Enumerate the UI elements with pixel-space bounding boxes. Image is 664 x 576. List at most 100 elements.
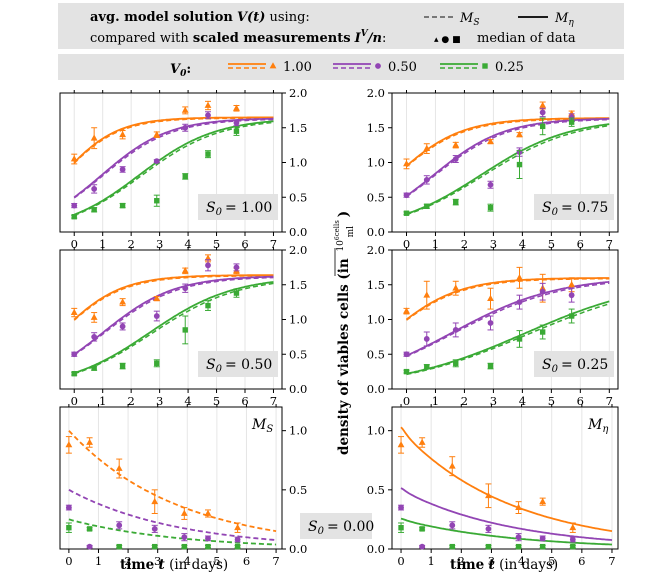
v0-legend-marker-1 — [375, 63, 381, 69]
data-point-0.50-6 — [569, 536, 576, 543]
legend-line1-symbol: V(t) — [237, 10, 265, 25]
x-tick-label-7: 7 — [606, 237, 613, 251]
x-axis-label-right-rest: (in days) — [499, 557, 558, 573]
data-point-0.50-0 — [398, 504, 404, 511]
legend-line2: compared with scaled measurements IV/n: — [90, 29, 386, 46]
curve-solid-0.25 — [400, 517, 612, 546]
data-point-0.25-5 — [205, 151, 211, 157]
x-tick-label-1: 1 — [95, 554, 102, 568]
data-point-0.50-4 — [181, 534, 188, 541]
legend-line2-bold: scaled measurements — [193, 31, 351, 46]
x-tick-label-5: 5 — [213, 554, 220, 568]
s0-label-value: = 1.00 — [225, 200, 272, 216]
x-tick-label-6: 6 — [577, 394, 584, 408]
panel-s0-0-00-ms: 0 1 2 3 4 5 6 7 0.0 0.5 1.0 MS — [59, 404, 307, 568]
data-point-0.50-4 — [182, 124, 189, 131]
x-tick-label-0: 0 — [65, 554, 72, 568]
data-point-0.50-3 — [153, 158, 160, 165]
legend-ms-sub: S — [473, 18, 479, 28]
data-point-0.25-2 — [119, 363, 126, 369]
data-point-0.25-6 — [233, 128, 240, 134]
data-point-0.50-2 — [116, 522, 123, 529]
legend-line2-colon: : — [382, 31, 386, 46]
curve-ms-0.50 — [406, 282, 610, 357]
legend-line1-suffix: using: — [270, 10, 310, 25]
data-point-1.00-6 — [234, 523, 241, 531]
data-point-0.25-6 — [234, 543, 241, 550]
s0-zero-box — [300, 513, 372, 539]
s0-label-prefix: S — [206, 200, 216, 216]
data-point-1.00-2 — [448, 462, 456, 469]
data-point-0.25-1 — [91, 207, 97, 213]
curve-meta-1.00 — [73, 274, 274, 321]
curve-meta-0.50 — [405, 117, 610, 197]
v0-legend-band — [58, 54, 624, 80]
s0-label-sub: 0 — [552, 207, 559, 218]
x-tick-label-2: 2 — [461, 394, 468, 408]
x-tick-label-7: 7 — [272, 554, 279, 568]
data-point-0.50-2 — [452, 156, 459, 162]
data-point-0.25-4 — [516, 336, 523, 342]
s0-zero-value: = 0.00 — [327, 519, 374, 535]
s0-label: S0 = 0.75 — [542, 200, 608, 218]
legend-markers-label: median of data — [477, 31, 576, 46]
data-point-1.00-0 — [397, 441, 405, 448]
data-point-1.00-3 — [485, 491, 492, 499]
data-point-1.00-5 — [204, 509, 212, 516]
x-tick-label-0: 0 — [71, 237, 78, 251]
legend-line2-symbol: I — [354, 31, 362, 46]
s0-label-value: = 0.25 — [561, 357, 608, 373]
y-tick-label-0.5: 0.5 — [289, 347, 307, 361]
x-axis-label-left: time t (in days) — [120, 557, 228, 573]
model-corner-label-main: M — [251, 417, 267, 433]
curve-dashed-1.00 — [68, 430, 277, 532]
data-point-0.50-5 — [205, 535, 211, 542]
y-tick-label-2.0: 2.0 — [289, 86, 307, 100]
data-point-1.00-1 — [90, 313, 98, 320]
legend-line1: avg. model solution V(t) using: — [90, 10, 310, 25]
x-tick-label-4: 4 — [184, 554, 191, 568]
x-tick-label-7: 7 — [606, 394, 613, 408]
data-point-0.50-1 — [91, 333, 98, 340]
data-point-0.25-1 — [86, 526, 93, 532]
data-point-1.00-5 — [204, 254, 212, 261]
y-tick-label-0.0: 0.0 — [367, 542, 385, 556]
data-point-1.00-1 — [423, 144, 431, 151]
y-axis-label-num: 10 — [336, 240, 346, 252]
x-tick-label-5: 5 — [213, 394, 220, 408]
curve-dashed-0.50 — [68, 489, 277, 541]
data-point-0.50-4 — [515, 534, 522, 541]
x-tick-label-3: 3 — [154, 554, 161, 568]
data-point-0.50-3 — [151, 525, 158, 532]
curve-meta-0.50 — [406, 280, 610, 357]
s0-label-prefix: S — [542, 357, 552, 373]
y-tick-label-1.0: 1.0 — [367, 313, 385, 327]
legend-line1-prefix: avg. model solution — [90, 10, 233, 25]
legend-ms-label: M — [459, 11, 474, 26]
v0-legend-entries: 1.00 0.50 0.25 — [228, 60, 524, 75]
model-corner-label-main: M — [587, 417, 603, 433]
data-point-0.50-0 — [403, 192, 410, 199]
data-point-0.50-2 — [119, 166, 126, 173]
data-point-0.50-1 — [423, 336, 430, 342]
curve-ms-0.25 — [406, 303, 610, 376]
model-curves — [73, 116, 274, 217]
data-point-1.00-6 — [233, 104, 240, 111]
data-point-1.00-1 — [90, 134, 98, 141]
model-curves — [405, 117, 610, 216]
y-tick-label-1.0: 1.0 — [367, 424, 385, 438]
data-point-0.50-2 — [119, 323, 126, 330]
data-point-0.25-1 — [424, 364, 430, 370]
s0-zero-prefix: S — [308, 519, 318, 535]
v0-legend-value-2: 0.25 — [495, 60, 524, 75]
legend-band — [58, 3, 624, 49]
data-point-1.00-2 — [452, 284, 460, 291]
x-tick-label-6: 6 — [241, 394, 248, 408]
model-curves — [405, 277, 610, 376]
x-axis-label-right-var: t — [489, 557, 496, 573]
panel-s0-0-50: 0 1 2 3 4 5 6 70.00.51.01.52.0S0 = 0.50 — [59, 243, 307, 408]
data-point-1.00-6 — [569, 523, 577, 531]
y-tick-label-0.0: 0.0 — [289, 225, 307, 239]
curve-ms-0.25 — [74, 282, 274, 375]
